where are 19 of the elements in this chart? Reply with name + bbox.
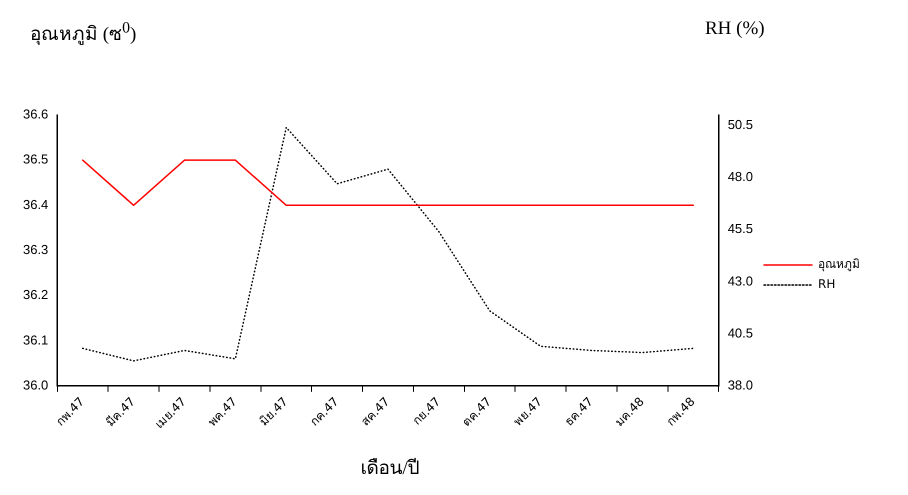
y2-tick-label: 40.5 <box>728 325 754 340</box>
y-tick-label: 36.3 <box>22 242 48 258</box>
y-axis-title: อุณหภูมิ (ซ$^{0}$) <box>30 18 136 47</box>
y2-tick-label: 43.0 <box>728 273 754 288</box>
legend-label: อุณหภูมิ <box>818 257 860 272</box>
y-tick-label: 36.6 <box>22 106 48 122</box>
y2-tick-label: 50.5 <box>728 116 754 132</box>
x-axis-title: เดือน/ปี <box>359 456 421 481</box>
legend-label: RH <box>818 277 836 292</box>
line-series <box>82 126 694 362</box>
y-tick-label: 36.2 <box>22 287 48 302</box>
y-tick-label: 36.0 <box>22 377 48 392</box>
y2-tick-label: 48.0 <box>728 169 754 184</box>
y2-tick-label: 38.0 <box>728 377 754 392</box>
y2-tick-label: 45.5 <box>728 221 754 236</box>
y2-axis-title: RH (%) <box>705 18 765 40</box>
y-tick-label: 36.5 <box>22 152 48 167</box>
y-tick-label: 36.1 <box>22 332 48 348</box>
y-tick-label: 36.4 <box>22 196 48 212</box>
